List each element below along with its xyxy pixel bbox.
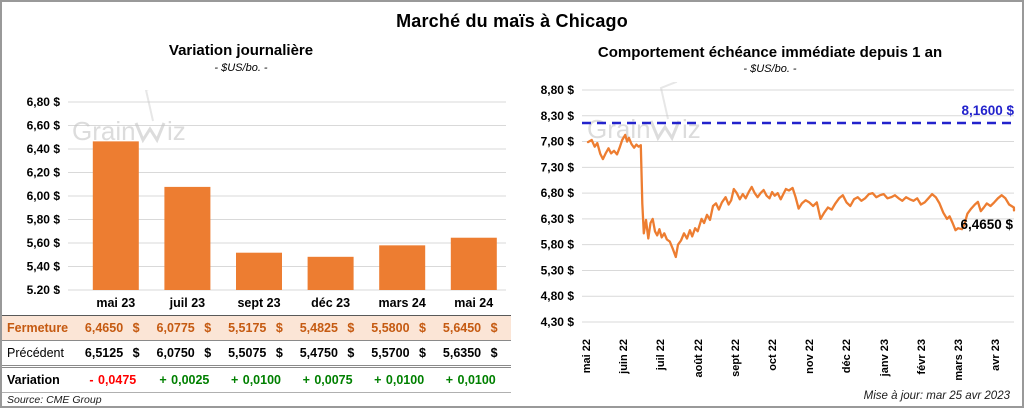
- table-cell: + 0,0100: [374, 373, 425, 387]
- table-cell: + 0,0100: [230, 373, 281, 387]
- y-tick-label: 6,80 $: [27, 95, 61, 109]
- y-tick-label: 6,30 $: [541, 212, 575, 226]
- table-cell: 5,4750 $: [299, 346, 355, 360]
- row-label: Fermeture: [7, 321, 69, 335]
- bar: [164, 186, 211, 290]
- line-chart-subtitle: - $US/bo. -: [743, 63, 797, 75]
- y-tick-label: 6,20 $: [27, 166, 61, 180]
- y-tick-label: 7,30 $: [541, 160, 575, 174]
- y-tick-label: 5,80 $: [541, 238, 575, 252]
- watermark-w-glyph: [649, 120, 681, 142]
- table-cell: 5,5800 $: [371, 321, 426, 335]
- x-tick-label: mars 23: [953, 339, 965, 381]
- page-title: Marché du maïs à Chicago: [396, 11, 628, 31]
- last-price-label: 6,4650 $: [960, 217, 1013, 232]
- grainwiz-watermark: Grain iz: [72, 90, 186, 146]
- y-tick-label: 8,80 $: [541, 83, 575, 97]
- x-tick-label: déc 23: [311, 296, 351, 310]
- table-cell: 5,5700 $: [371, 346, 426, 360]
- table-cell: 5,6350 $: [442, 346, 498, 360]
- table-row-variation: Variation - 0,0475 + 0,0025 + 0,0100 + 0,007…: [2, 368, 511, 393]
- bar: [379, 245, 426, 290]
- x-tick-label: févr 23: [915, 339, 928, 375]
- y-tick-label: 8,30 $: [541, 109, 575, 123]
- table-cell: - 0,0475: [89, 373, 137, 387]
- y-tick-label: 5,20 $: [27, 283, 61, 294]
- y-tick-label: 5,80 $: [27, 213, 61, 227]
- y-tick-label: 5,60 $: [27, 236, 61, 250]
- bar-month-axis: mai 23 juil 23 sept 23 déc 23 mars 24 mai 24: [2, 293, 510, 313]
- y-tick-label: 7,80 $: [541, 135, 575, 149]
- watermark-text: iz: [682, 114, 701, 144]
- price-table: Fermeture 6,4650 $ 6,0775 $ 5,5175 $ 5,4825 …: [2, 315, 511, 393]
- watermark-w-glyph: [134, 122, 166, 144]
- table-cell: 5,5175 $: [228, 321, 283, 335]
- y-tick-label: 5,30 $: [541, 263, 575, 277]
- table-cell: 5,4825 $: [299, 321, 355, 335]
- daily-variation-bar-chart: 6,80 $ 6,60 $ 6,40 $ 6,20 $ 6,00 $ 5,80 $ 5,60…: [27, 90, 506, 294]
- y-tick-label: 4,80 $: [541, 289, 575, 303]
- front-month-line-chart: 8,80 $ 8,30 $ 7,80 $ 7,30 $ 6,80 $ 6,30 $ 5,80…: [541, 82, 1016, 329]
- table-cell: + 0,0025: [159, 373, 210, 387]
- bar: [450, 237, 497, 290]
- table-row-fermeture: Fermeture 6,4650 $ 6,0775 $ 5,5175 $ 5,4825 …: [2, 316, 511, 341]
- x-tick-label: oct 22: [767, 339, 779, 371]
- table-cell: 6,4650 $: [84, 321, 140, 335]
- x-tick-label: mars 24: [378, 296, 426, 310]
- row-label: Variation: [7, 373, 60, 387]
- watermark-text: Grain: [72, 116, 136, 146]
- y-tick-label: 6,80 $: [541, 186, 575, 200]
- bar-chart-title: Variation journalière: [168, 42, 314, 59]
- price-line-series: [586, 133, 1016, 259]
- watermark-bolt: [144, 90, 154, 122]
- y-tick-label: 5,40 $: [27, 260, 61, 274]
- table-cell: 6,0750 $: [156, 346, 212, 360]
- table-cell: + 0,0075: [302, 373, 353, 387]
- x-tick-label: mai 22: [581, 339, 593, 374]
- x-tick-label: avr 23: [990, 339, 1003, 371]
- month-axis-spacer: [2, 293, 80, 313]
- bar: [307, 256, 354, 290]
- table-row-precedent: Précédent 6,5125 $ 6,0750 $ 5,5075 $ 5,4750 …: [2, 341, 511, 368]
- table-cell: + 0,0100: [445, 373, 496, 387]
- source-note: Source: CME Group: [7, 394, 102, 406]
- x-tick-label: nov 22: [804, 339, 817, 374]
- watermark-text: Grain: [587, 114, 651, 144]
- x-tick-label: mai 23: [96, 296, 136, 310]
- watermark-text: iz: [167, 116, 186, 146]
- table-cell: 5,6450 $: [442, 321, 498, 335]
- line-chart-title: Comportement échéance immédiate depuis 1…: [597, 44, 943, 61]
- x-tick-label: sept 22: [729, 339, 742, 377]
- table-cell: 6,5125 $: [84, 346, 140, 360]
- x-tick-label: déc 22: [841, 339, 854, 374]
- bar: [236, 252, 282, 290]
- y-tick-label: 6,00 $: [27, 189, 61, 203]
- x-tick-label: juil 22: [655, 339, 668, 371]
- y-tick-label: 6,60 $: [27, 119, 61, 133]
- update-note: Mise à jour: mar 25 avr 2023: [863, 390, 1010, 402]
- y-tick-label: 4,30 $: [541, 315, 575, 329]
- y-tick-label: 6,40 $: [27, 142, 61, 156]
- x-tick-label: mai 24: [454, 296, 494, 310]
- bar: [92, 141, 139, 290]
- table-cell: 6,0775 $: [156, 321, 212, 335]
- x-tick-label: janv 23: [878, 339, 891, 377]
- row-label: Précédent: [7, 346, 64, 360]
- table-cell: 5,5075 $: [228, 346, 283, 360]
- grainwiz-watermark: Grain iz: [587, 82, 701, 144]
- x-tick-label: août 22: [692, 339, 705, 378]
- x-tick-label: juil 23: [169, 296, 206, 310]
- reference-line-label: 8,1600 $: [961, 103, 1014, 118]
- bar-chart-subtitle: - $US/bo. -: [214, 62, 268, 74]
- watermark-bolt: [659, 82, 678, 120]
- x-tick-label: juin 22: [618, 339, 631, 374]
- x-tick-label: sept 23: [237, 296, 281, 310]
